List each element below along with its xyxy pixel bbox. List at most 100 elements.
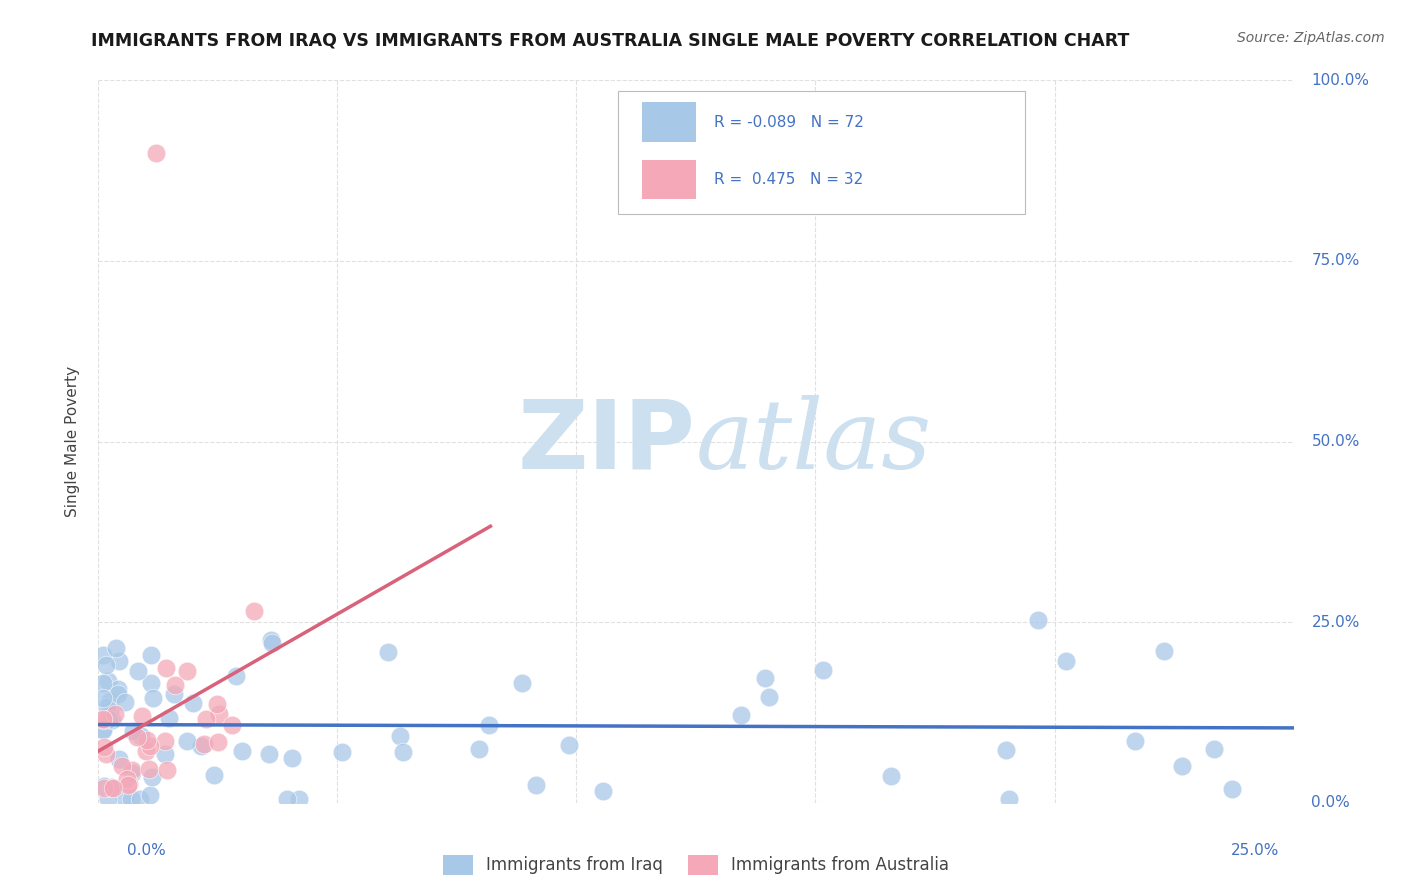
Point bbox=[478, 718, 501, 732]
Point bbox=[880, 769, 903, 783]
Point bbox=[998, 792, 1021, 806]
Point bbox=[193, 737, 215, 751]
Point bbox=[136, 733, 159, 747]
Point bbox=[257, 747, 280, 761]
Point bbox=[207, 735, 229, 749]
Point bbox=[176, 664, 198, 678]
Point bbox=[93, 780, 115, 794]
FancyBboxPatch shape bbox=[643, 160, 696, 200]
Point bbox=[205, 698, 228, 712]
Text: 0.0%: 0.0% bbox=[127, 843, 166, 858]
Point bbox=[1026, 613, 1049, 627]
Point bbox=[100, 781, 122, 796]
Point bbox=[138, 762, 160, 776]
Point bbox=[117, 777, 139, 791]
Point bbox=[127, 665, 149, 679]
Point bbox=[176, 733, 198, 747]
Point bbox=[122, 724, 145, 739]
Point bbox=[127, 730, 149, 744]
Text: R =  0.475   N = 32: R = 0.475 N = 32 bbox=[714, 172, 863, 187]
Point bbox=[163, 678, 186, 692]
Text: R = -0.089   N = 72: R = -0.089 N = 72 bbox=[714, 115, 863, 129]
Point bbox=[281, 751, 304, 765]
Point bbox=[730, 708, 752, 723]
Point bbox=[104, 706, 127, 721]
Point bbox=[111, 759, 134, 773]
Point bbox=[121, 765, 143, 780]
Point bbox=[1171, 758, 1194, 772]
Point bbox=[139, 648, 162, 662]
Point bbox=[131, 709, 153, 723]
Point bbox=[139, 788, 162, 802]
Point bbox=[1153, 644, 1175, 658]
Point bbox=[389, 729, 412, 743]
Point bbox=[181, 696, 204, 710]
Point bbox=[163, 687, 186, 701]
Point bbox=[208, 707, 231, 722]
Point bbox=[1220, 781, 1243, 796]
Text: 50.0%: 50.0% bbox=[1312, 434, 1360, 449]
Point bbox=[141, 770, 163, 784]
Point bbox=[995, 743, 1018, 757]
Point bbox=[135, 744, 157, 758]
Point bbox=[114, 792, 136, 806]
Point bbox=[128, 792, 150, 806]
Text: atlas: atlas bbox=[696, 394, 932, 489]
Point bbox=[117, 778, 139, 792]
Point bbox=[139, 676, 162, 690]
Point bbox=[190, 739, 212, 753]
Point bbox=[98, 713, 121, 727]
Point bbox=[98, 703, 121, 717]
Point bbox=[91, 712, 114, 726]
Point bbox=[98, 694, 121, 708]
Point bbox=[114, 695, 136, 709]
Point bbox=[811, 663, 834, 677]
Point bbox=[139, 739, 162, 754]
Point bbox=[262, 636, 284, 650]
Point bbox=[1054, 654, 1077, 668]
Point bbox=[157, 711, 180, 725]
Point bbox=[97, 792, 120, 806]
Point bbox=[243, 604, 266, 618]
Point bbox=[155, 660, 177, 674]
Point bbox=[107, 687, 129, 701]
Point bbox=[155, 763, 177, 777]
Point bbox=[93, 713, 115, 727]
Point bbox=[97, 673, 120, 688]
Text: 100.0%: 100.0% bbox=[1312, 73, 1369, 87]
Point bbox=[115, 772, 138, 787]
Point bbox=[225, 669, 247, 683]
Point bbox=[96, 747, 118, 761]
Point bbox=[153, 747, 176, 761]
Text: 25.0%: 25.0% bbox=[1232, 843, 1279, 858]
Point bbox=[100, 780, 122, 794]
Point bbox=[231, 744, 253, 758]
Text: Source: ZipAtlas.com: Source: ZipAtlas.com bbox=[1237, 31, 1385, 45]
Point bbox=[260, 632, 283, 647]
Point bbox=[104, 641, 127, 656]
Point bbox=[592, 784, 614, 798]
Point bbox=[121, 763, 143, 777]
Point bbox=[101, 713, 124, 727]
Point bbox=[96, 699, 118, 714]
Point bbox=[93, 781, 115, 796]
Point bbox=[145, 145, 167, 160]
Point bbox=[129, 729, 152, 743]
Text: 75.0%: 75.0% bbox=[1312, 253, 1360, 268]
Text: 25.0%: 25.0% bbox=[1312, 615, 1360, 630]
Point bbox=[108, 752, 131, 766]
Point bbox=[91, 690, 114, 705]
Point bbox=[758, 690, 780, 704]
Point bbox=[510, 676, 533, 690]
Point bbox=[392, 745, 415, 759]
FancyBboxPatch shape bbox=[643, 102, 696, 142]
Point bbox=[377, 645, 399, 659]
Point bbox=[91, 675, 114, 690]
Point bbox=[524, 778, 547, 792]
Point bbox=[107, 681, 129, 696]
Text: 0.0%: 0.0% bbox=[1312, 796, 1350, 810]
Point bbox=[288, 792, 311, 806]
Point bbox=[1202, 742, 1225, 756]
Y-axis label: Single Male Poverty: Single Male Poverty bbox=[65, 366, 80, 517]
FancyBboxPatch shape bbox=[619, 91, 1025, 214]
